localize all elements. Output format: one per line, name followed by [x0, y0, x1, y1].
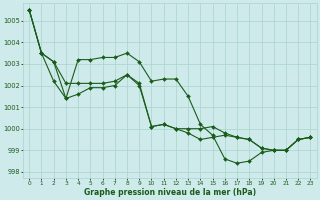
X-axis label: Graphe pression niveau de la mer (hPa): Graphe pression niveau de la mer (hPa) [84, 188, 256, 197]
